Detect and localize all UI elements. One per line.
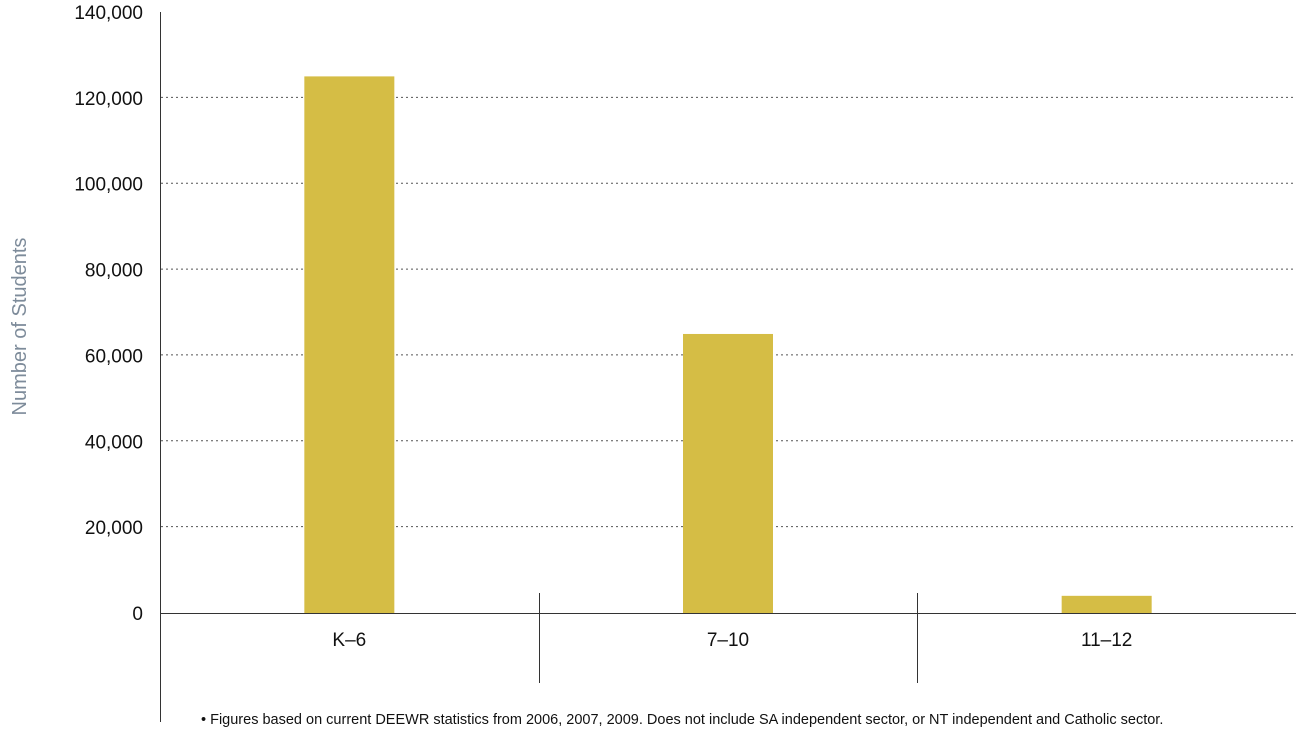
bar-2 — [683, 333, 773, 613]
y-tick-label: 60,000 — [85, 346, 143, 367]
y-tick-labels: 0 20,000 40,000 60,000 80,000 100,000 120,000 1… — [74, 3, 143, 625]
y-tick-label: 40,000 — [85, 432, 143, 453]
y-tick-label: 140,000 — [74, 3, 143, 24]
axes — [160, 12, 1296, 722]
bar-1 — [304, 76, 395, 613]
y-axis-label: Number of Students — [9, 238, 31, 416]
y-tick-label: 80,000 — [85, 261, 143, 282]
y-tick-label: 20,000 — [85, 518, 143, 539]
y-tick-label: 100,000 — [74, 175, 143, 196]
x-tick-label: 11–12 — [1081, 630, 1132, 651]
x-tick-labels: K–6 7–10 11–12 — [332, 630, 1132, 651]
footnote: • Figures based on current DEEWR statist… — [201, 712, 1164, 728]
x-tick-label: K–6 — [332, 630, 366, 651]
bar-3 — [1061, 595, 1152, 613]
y-tick-label: 120,000 — [74, 89, 143, 110]
y-tick-label: 0 — [132, 604, 143, 625]
gridlines — [161, 96, 1296, 528]
x-tick-label: 7–10 — [707, 630, 749, 651]
bars — [304, 76, 1152, 613]
